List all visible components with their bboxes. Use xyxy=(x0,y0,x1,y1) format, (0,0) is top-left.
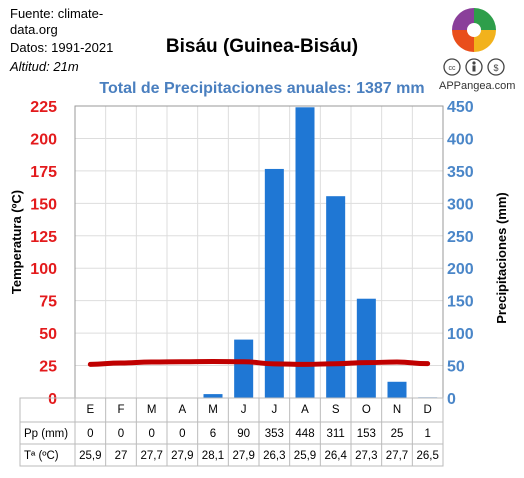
precip-bar xyxy=(234,339,254,398)
temperature-series-line xyxy=(87,359,431,367)
month-label: J xyxy=(241,404,247,416)
right-tick-label: 250 xyxy=(447,229,474,246)
precip-bar xyxy=(203,394,223,398)
svg-text:cc: cc xyxy=(449,65,457,72)
right-tick-label: 300 xyxy=(447,196,474,213)
precip-value: 448 xyxy=(295,428,314,440)
temp-value: 27,9 xyxy=(171,450,193,462)
precip-value: 0 xyxy=(87,428,93,440)
precip-bar xyxy=(326,196,346,398)
left-tick-label: 225 xyxy=(30,99,57,116)
temp-value: 28,1 xyxy=(202,450,224,462)
left-tick-label: 0 xyxy=(48,391,57,408)
annual-total: Total de Precipitaciones anuales: 1387 m… xyxy=(99,80,425,97)
left-tick-label: 50 xyxy=(39,326,57,343)
non-commercial-icon: $ xyxy=(487,58,505,76)
month-label: M xyxy=(147,404,157,416)
temp-value: 27,7 xyxy=(386,450,408,462)
source-line-2: data.org xyxy=(10,22,58,37)
table-row-label: Pp (mm) xyxy=(24,428,68,440)
left-tick-label: 200 xyxy=(30,131,57,148)
left-axis-ticks: 0 25 50 75 100 125 150 175 200 225 xyxy=(30,99,57,408)
right-tick-label: 450 xyxy=(447,99,474,116)
left-tick-label: 75 xyxy=(39,294,57,311)
month-label: M xyxy=(208,404,218,416)
precip-value: 25 xyxy=(391,428,404,440)
table-row-label: Tª (ºC) xyxy=(24,450,59,462)
right-tick-label: 400 xyxy=(447,131,474,148)
month-label: A xyxy=(178,404,186,416)
month-label: N xyxy=(393,404,401,416)
left-tick-label: 150 xyxy=(30,196,57,213)
precip-bar xyxy=(295,107,315,398)
precip-value: 1 xyxy=(424,428,430,440)
svg-text:$: $ xyxy=(493,63,498,73)
precip-value: 0 xyxy=(118,428,124,440)
data-period: Datos: 1991-2021 xyxy=(10,40,114,55)
license-icons: cc $ xyxy=(443,58,505,76)
month-label: F xyxy=(117,404,124,416)
table-frame xyxy=(19,397,444,467)
right-tick-label: 0 xyxy=(447,391,456,408)
source-line-1: Fuente: climate- xyxy=(10,6,104,21)
temp-value: 25,9 xyxy=(79,450,101,462)
month-label: A xyxy=(301,404,309,416)
precip-value: 0 xyxy=(148,428,154,440)
month-label: J xyxy=(271,404,277,416)
chart-title: Bisáu (Guinea-Bisáu) xyxy=(165,36,359,57)
left-tick-label: 100 xyxy=(30,261,57,278)
altitude: Altitud: 21m xyxy=(10,59,79,74)
precip-value: 153 xyxy=(357,428,376,440)
creative-commons-icon: cc xyxy=(443,58,461,76)
temp-value: 27,3 xyxy=(355,450,377,462)
right-tick-label: 350 xyxy=(447,164,474,181)
right-tick-label: 150 xyxy=(447,294,474,311)
precip-value: 90 xyxy=(237,428,250,440)
temp-value: 27,9 xyxy=(232,450,254,462)
data-table: Pp (mm) Tª (ºC) E F M A M J J A S O N D 0 0 0 0 6 90 353 448 3… xyxy=(19,397,444,467)
attribution-icon xyxy=(465,58,483,76)
temp-value: 26,4 xyxy=(324,450,347,462)
left-tick-label: 175 xyxy=(30,164,57,181)
temperature-line xyxy=(87,359,431,367)
month-label: S xyxy=(332,404,340,416)
precip-bar xyxy=(387,381,407,398)
month-label: D xyxy=(424,404,432,416)
temp-value: 27 xyxy=(115,450,128,462)
left-tick-label: 25 xyxy=(39,359,57,376)
month-label: O xyxy=(362,404,371,416)
right-axis-ticks: 0 50 100 150 200 250 300 350 400 450 xyxy=(447,99,474,408)
left-axis-title: Temperatura (ºC) xyxy=(9,190,24,294)
precip-bar xyxy=(264,168,284,398)
precip-value: 311 xyxy=(326,428,344,440)
temp-value: 26,5 xyxy=(416,450,438,462)
temp-value: 25,9 xyxy=(294,450,316,462)
right-axis-title: Precipitaciones (mm) xyxy=(494,192,509,324)
appangea-logo-icon xyxy=(452,8,496,52)
left-tick-label: 125 xyxy=(30,229,57,246)
brand-link[interactable]: APPangea.com xyxy=(439,80,516,92)
right-tick-label: 50 xyxy=(447,359,465,376)
temp-value: 26,3 xyxy=(263,450,285,462)
grid-lines xyxy=(74,105,444,399)
precip-value: 353 xyxy=(265,428,284,440)
temp-value: 27,7 xyxy=(140,450,162,462)
precip-bar xyxy=(356,298,376,398)
precip-value: 0 xyxy=(179,428,185,440)
right-tick-label: 100 xyxy=(447,326,474,343)
right-tick-label: 200 xyxy=(447,261,474,278)
precip-value: 6 xyxy=(210,428,216,440)
precipitation-bars xyxy=(203,107,438,398)
month-label: E xyxy=(86,404,94,416)
